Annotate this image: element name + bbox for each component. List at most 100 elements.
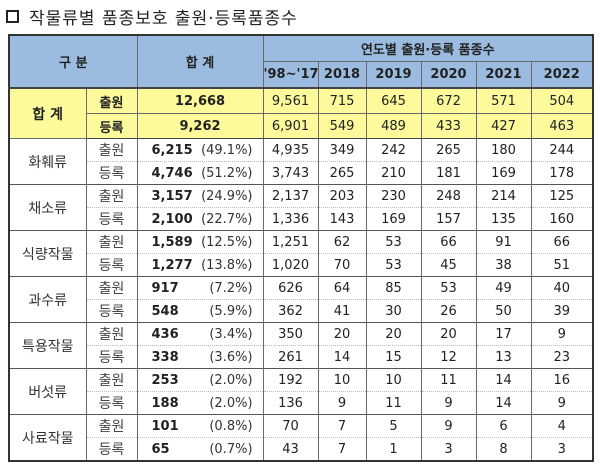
total-percent: (0.8%) — [209, 418, 253, 434]
total-value: 917 — [151, 280, 179, 296]
crop-group: 사료작물 출원 101 (0.8%) 70 7 5 9 6 4 등록 65 (0.7… — [8, 414, 594, 461]
cell: 244 — [530, 138, 594, 162]
cell: 15 — [365, 345, 422, 369]
cell: 230 — [365, 184, 422, 208]
cell: 3 — [420, 437, 477, 461]
cell: 13 — [475, 345, 532, 369]
cell: 14 — [475, 391, 532, 415]
row-kind: 등록 — [85, 253, 138, 277]
total-value: 436 — [151, 326, 179, 342]
table-row: 등록 338 (3.6%) 261 14 15 12 13 23 — [9, 345, 594, 369]
row-kind: 등록 — [85, 113, 138, 139]
header-year: 2020 — [420, 61, 477, 89]
row-kind: 등록 — [85, 207, 138, 231]
cell: 6 — [475, 414, 532, 438]
cell: 180 — [475, 138, 532, 162]
table-row: 채소류 출원 3,157 (24.9%) 2,137 203 230 248 21… — [8, 184, 594, 231]
header-year: '98~'17 — [262, 61, 319, 89]
cell: 362 — [262, 299, 319, 323]
crop-group: 과수류 출원 917 (7.2%) 626 64 85 53 49 40 등록 5… — [8, 276, 594, 323]
cell: 85 — [365, 276, 422, 300]
cell: 10 — [317, 368, 367, 392]
total-percent: (51.2%) — [201, 165, 253, 181]
row-total: 1,589 (12.5%) — [136, 230, 264, 254]
row-total: 1,277 (13.8%) — [136, 253, 264, 277]
grand-total-label: 합 계 — [8, 87, 87, 139]
table-row: 화훼류 출원 6,215 (49.1%) 4,935 349 242 265 18… — [8, 138, 594, 185]
row-kind: 출원 — [85, 184, 138, 208]
row-total: 4,746 (51.2%) — [136, 161, 264, 185]
row-kind: 등록 — [85, 391, 138, 415]
row-total: 101 (0.8%) — [136, 414, 264, 438]
crop-category: 화훼류 — [8, 138, 87, 185]
row-total: 188 (2.0%) — [136, 391, 264, 415]
cell: 626 — [262, 276, 319, 300]
header-year: 2019 — [365, 61, 422, 89]
cell: 9,561 — [262, 87, 319, 114]
total-percent: (22.7%) — [201, 211, 253, 227]
header-yearly: 연도별 출원·등록 품종수 — [262, 35, 594, 62]
cell: 261 — [262, 345, 319, 369]
total-value: 1,589 — [151, 234, 193, 250]
cell: 504 — [530, 87, 594, 114]
cell: 50 — [475, 299, 532, 323]
table-row: 사료작물 출원 101 (0.8%) 70 7 5 9 6 4 — [8, 414, 594, 461]
total-value: 3,157 — [151, 188, 193, 204]
table-row: 등록 2,100 (22.7%) 1,336 143 169 157 135 16… — [9, 207, 594, 231]
cell: 8 — [475, 437, 532, 461]
total-percent: (13.8%) — [201, 257, 253, 273]
cell: 178 — [530, 161, 594, 185]
cell: 41 — [317, 299, 367, 323]
cell: 12 — [420, 345, 477, 369]
table-row: 등록 65 (0.7%) 43 7 1 3 8 3 — [9, 437, 594, 461]
cell: 70 — [317, 253, 367, 277]
cell: 9 — [420, 391, 477, 415]
cell: 45 — [420, 253, 477, 277]
cell: 715 — [317, 87, 367, 114]
cell: 192 — [262, 368, 319, 392]
cell: 70 — [262, 414, 319, 438]
table-row: 버섯류 출원 253 (2.0%) 192 10 10 11 14 16 — [8, 368, 594, 415]
crop-group: 버섯류 출원 253 (2.0%) 192 10 10 11 14 16 등록 1… — [8, 368, 594, 415]
total-value: 338 — [151, 349, 179, 365]
cell: 210 — [365, 161, 422, 185]
cell: 169 — [475, 161, 532, 185]
cell: 248 — [420, 184, 477, 208]
row-total: 253 (2.0%) — [136, 368, 264, 392]
cell: 1,336 — [262, 207, 319, 231]
crop-category: 식량작물 — [8, 230, 87, 277]
cell: 9 — [317, 391, 367, 415]
total-percent: (49.1%) — [201, 142, 253, 158]
cell: 14 — [317, 345, 367, 369]
cell: 489 — [365, 113, 422, 139]
crop-category: 버섯류 — [8, 368, 87, 415]
total-percent: (2.0%) — [209, 372, 253, 388]
cell: 43 — [262, 437, 319, 461]
header-year: 2018 — [317, 61, 367, 89]
table-row: 특용작물 출원 436 (3.4%) 350 20 20 20 17 9 — [8, 322, 594, 369]
row-kind: 출원 — [85, 87, 138, 114]
row-kind: 출원 — [85, 276, 138, 300]
cell: 7 — [317, 414, 367, 438]
cell: 14 — [475, 368, 532, 392]
row-kind: 등록 — [85, 437, 138, 461]
cell: 11 — [420, 368, 477, 392]
cell: 433 — [420, 113, 477, 139]
cell: 9 — [530, 322, 594, 346]
cell: 181 — [420, 161, 477, 185]
row-total: 6,215 (49.1%) — [136, 138, 264, 162]
header-total: 합 계 — [136, 35, 264, 89]
cell: 40 — [530, 276, 594, 300]
cell: 64 — [317, 276, 367, 300]
crop-group: 채소류 출원 3,157 (24.9%) 2,137 203 230 248 21… — [8, 184, 594, 231]
cell: 160 — [530, 207, 594, 231]
total-percent: (3.4%) — [209, 326, 253, 342]
cell: 66 — [420, 230, 477, 254]
cell: 463 — [530, 113, 594, 139]
cell: 265 — [317, 161, 367, 185]
table-row: 등록 1,277 (13.8%) 1,020 70 53 45 38 51 — [9, 253, 594, 277]
cell: 38 — [475, 253, 532, 277]
total-value: 188 — [151, 395, 179, 411]
cell: 16 — [530, 368, 594, 392]
cell: 157 — [420, 207, 477, 231]
